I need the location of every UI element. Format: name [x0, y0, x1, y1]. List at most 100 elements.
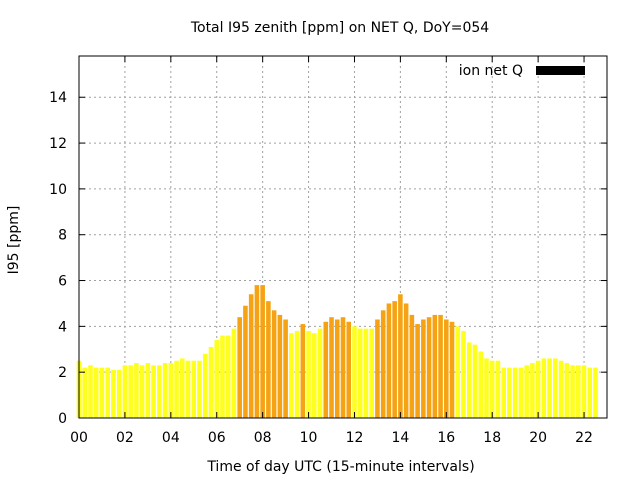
bar: [392, 301, 397, 418]
bar: [145, 363, 151, 418]
y-tick-label: 0: [58, 411, 67, 427]
bar: [530, 363, 535, 418]
bar: [168, 363, 174, 418]
bar: [231, 328, 237, 418]
bar: [111, 369, 116, 418]
bar: [501, 367, 506, 418]
bar: [518, 367, 524, 418]
bar: [398, 294, 403, 418]
x-tick-label: 04: [162, 430, 180, 446]
x-tick-label: 10: [300, 430, 318, 446]
bar: [421, 319, 426, 418]
bar: [375, 319, 380, 418]
bar: [340, 317, 346, 418]
bar: [208, 346, 214, 418]
x-tick-label: 12: [346, 430, 364, 446]
x-tick-label: 20: [529, 430, 547, 446]
bar: [541, 358, 547, 418]
bar: [581, 365, 587, 418]
bar: [363, 328, 369, 418]
y-axis-label: I95 [ppm]: [6, 206, 22, 275]
bar: [455, 326, 461, 418]
bar: [225, 335, 231, 418]
bar: [334, 319, 340, 418]
bar: [139, 365, 145, 418]
bar: [88, 365, 93, 418]
bar: [489, 360, 495, 418]
bar: [547, 358, 552, 418]
bar: [260, 285, 265, 418]
bar: [570, 365, 575, 418]
y-tick-label: 6: [58, 274, 67, 290]
bar: [426, 317, 432, 418]
bar: [191, 360, 197, 418]
y-tick-label: 12: [49, 136, 67, 152]
bar: [346, 321, 352, 418]
bar: [438, 314, 443, 418]
bar: [185, 360, 191, 418]
bar: [300, 324, 306, 418]
bar: [116, 369, 122, 418]
bar: [82, 367, 88, 418]
bar: [294, 330, 300, 418]
bar: [564, 363, 570, 418]
bar: [512, 367, 518, 418]
bar: [122, 365, 128, 418]
bar: [266, 301, 271, 418]
legend: ion net Q: [459, 63, 585, 79]
bar: [151, 365, 156, 418]
bar: [93, 367, 99, 418]
bar: [449, 321, 455, 418]
x-tick-label: 06: [208, 430, 226, 446]
y-tick-label: 4: [58, 319, 67, 335]
x-tick-label: 18: [483, 430, 501, 446]
bar: [220, 335, 225, 418]
y-tick-label: 8: [58, 228, 67, 244]
y-tick-label: 14: [49, 90, 67, 106]
bar: [128, 365, 133, 418]
bar: [243, 305, 248, 418]
bar: [248, 294, 254, 418]
bar: [524, 365, 529, 418]
bar: [283, 319, 288, 418]
y-tick-label: 2: [58, 365, 67, 381]
bar: [432, 314, 438, 418]
bar: [507, 367, 512, 418]
bar: [214, 340, 220, 418]
bar: [329, 317, 334, 418]
bar: [409, 314, 415, 418]
bars: [76, 285, 598, 418]
bar: [369, 328, 374, 418]
bar: [162, 363, 168, 418]
y-tick-label: 10: [49, 182, 67, 198]
x-tick-label: 08: [254, 430, 272, 446]
x-tick-label: 14: [391, 430, 409, 446]
bar: [312, 333, 317, 418]
bar: [357, 328, 363, 418]
bar: [558, 360, 564, 418]
bar: [593, 367, 598, 418]
bar: [466, 342, 472, 418]
bar: [289, 333, 294, 418]
bar: [197, 360, 202, 418]
bar: [271, 310, 277, 418]
bar: [202, 353, 208, 418]
bar: [472, 344, 478, 418]
bar: [587, 367, 593, 418]
bar: [461, 330, 466, 418]
bar: [403, 303, 409, 418]
x-tick-label: 16: [437, 430, 455, 446]
bar: [478, 351, 484, 418]
bar: [174, 360, 179, 418]
bar: [444, 319, 449, 418]
plot-border: [78, 55, 608, 419]
bar: [386, 303, 392, 418]
bar: [277, 314, 283, 418]
bar: [352, 326, 357, 418]
bar: [306, 330, 311, 418]
bar: [105, 367, 110, 418]
plot-frame: [78, 55, 608, 419]
x-axis-label: Time of day UTC (15-minute intervals): [206, 459, 474, 475]
x-tick-label: 00: [70, 430, 88, 446]
